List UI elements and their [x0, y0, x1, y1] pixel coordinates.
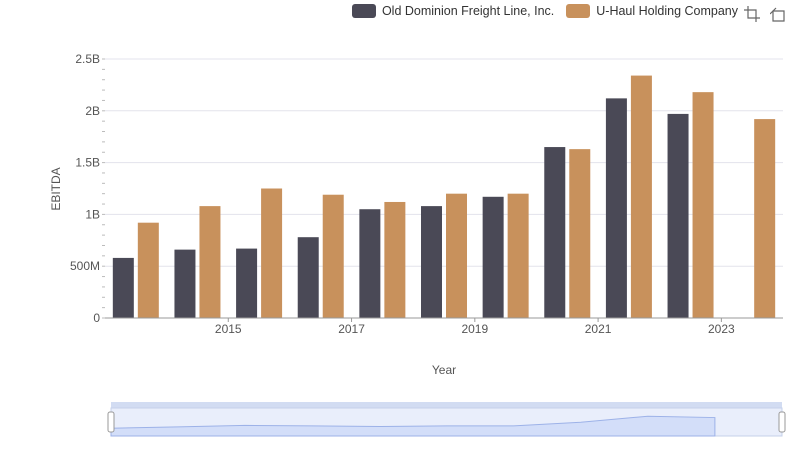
- y-tick-label: 1.5B: [75, 156, 100, 170]
- slider-handle-left[interactable]: [107, 411, 115, 433]
- bar-uhaul-2014[interactable]: [137, 222, 159, 318]
- axes: 0 500M 1B 1.5B 2B 2.5B 2015 2017 2019 2021 2023: [70, 52, 783, 336]
- x-tick-label: 2019: [461, 322, 488, 336]
- x-tick-label: 2021: [585, 322, 612, 336]
- slider-handle-right[interactable]: [778, 411, 786, 433]
- bar-old-dominion-2015[interactable]: [174, 249, 196, 318]
- zoom-icon[interactable]: [744, 6, 760, 22]
- bar-uhaul-2015[interactable]: [199, 206, 221, 318]
- y-tick-label: 500M: [70, 259, 100, 273]
- bar-old-dominion-2014[interactable]: [112, 257, 134, 318]
- bar-old-dominion-2021[interactable]: [544, 147, 566, 318]
- bar-uhaul-2022[interactable]: [630, 75, 652, 319]
- bar-uhaul-2019[interactable]: [446, 193, 467, 318]
- bar-old-dominion-2016[interactable]: [236, 248, 258, 318]
- bar-uhaul-2017[interactable]: [322, 194, 344, 318]
- bar-old-dominion-2017[interactable]: [297, 237, 319, 318]
- legend-item-uhaul[interactable]: U-Haul Holding Company: [566, 4, 738, 18]
- bar-old-dominion-2022[interactable]: [605, 98, 627, 318]
- x-tick-label: 2023: [708, 322, 735, 336]
- legend-item-old-dominion[interactable]: Old Dominion Freight Line, Inc.: [351, 4, 555, 18]
- y-tick-label: 2B: [85, 104, 100, 118]
- bar-uhaul-2020[interactable]: [507, 193, 529, 318]
- chart-toolbar: [744, 6, 786, 22]
- y-tick-label: 1B: [85, 207, 100, 221]
- x-tick-label: 2015: [215, 322, 242, 336]
- legend: Old Dominion Freight Line, Inc. U-Haul H…: [351, 4, 738, 18]
- reset-zoom-icon[interactable]: [770, 6, 786, 22]
- bar-old-dominion-2018[interactable]: [359, 209, 381, 318]
- y-tick-label: 2.5B: [75, 52, 100, 66]
- bar-old-dominion-2023[interactable]: [667, 113, 689, 319]
- bar-uhaul-2018[interactable]: [384, 201, 406, 318]
- y-axis-label: EBITDA: [49, 167, 63, 210]
- y-tick-label: 0: [93, 311, 100, 325]
- bar-old-dominion-2019[interactable]: [421, 206, 442, 318]
- bar-old-dominion-2020[interactable]: [482, 196, 504, 318]
- slider-top-bar[interactable]: [111, 402, 782, 408]
- zoom-slider[interactable]: [107, 402, 786, 437]
- bar-uhaul-2024[interactable]: [754, 119, 776, 318]
- x-axis-label: Year: [432, 363, 456, 377]
- legend-label-old-dominion: Old Dominion Freight Line, Inc.: [381, 4, 555, 18]
- bars: [112, 75, 776, 319]
- x-tick-label: 2017: [338, 322, 365, 336]
- bar-uhaul-2016[interactable]: [261, 188, 283, 319]
- slider-preview-area: [110, 415, 716, 437]
- legend-swatch-old-dominion: [351, 4, 376, 18]
- legend-label-uhaul: U-Haul Holding Company: [596, 4, 738, 18]
- bar-uhaul-2021[interactable]: [569, 149, 591, 318]
- legend-swatch-uhaul: [566, 4, 591, 18]
- bar-uhaul-2023[interactable]: [692, 92, 714, 318]
